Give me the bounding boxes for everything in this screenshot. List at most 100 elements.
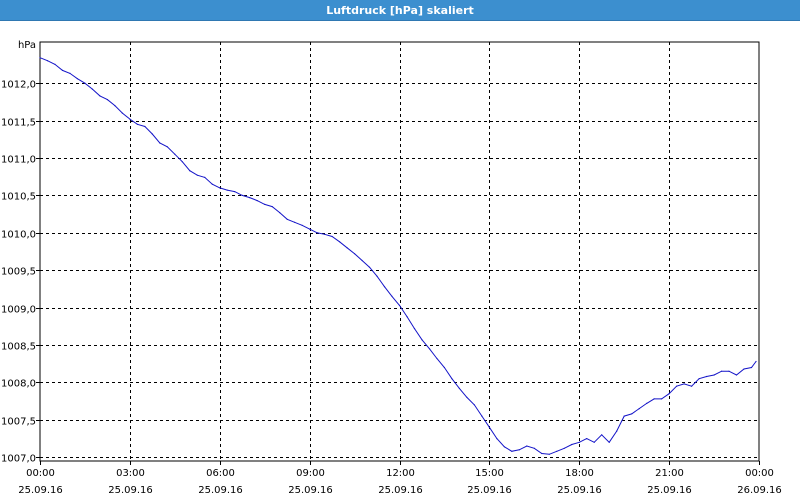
data-point	[346, 247, 348, 249]
x-tick-time: 21:00	[655, 468, 684, 479]
x-axis-labels: 00:00 25.09.16 03:00 25.09.16 06:00 25.09.16 0…	[18, 468, 782, 496]
data-point	[339, 241, 341, 243]
data-point	[428, 348, 431, 350]
data-point	[219, 187, 221, 189]
data-point	[473, 404, 475, 406]
grid	[40, 42, 759, 461]
data-point	[241, 194, 243, 196]
x-tick-date: 25.09.16	[378, 485, 423, 496]
data-point	[114, 105, 116, 107]
data-point	[496, 438, 498, 440]
x-tick-date: 25.09.16	[467, 485, 512, 496]
x-tick-date: 25.09.16	[647, 485, 692, 496]
data-point	[556, 450, 558, 452]
x-tick-time: 06:00	[206, 468, 235, 479]
x-tick-date: 25.09.16	[108, 485, 153, 496]
data-point	[249, 197, 251, 199]
data-point	[286, 218, 288, 220]
data-point	[578, 441, 580, 443]
data-point	[354, 253, 356, 255]
x-tick-date: 25.09.16	[288, 485, 333, 496]
data-point	[443, 366, 445, 369]
data-point	[548, 453, 550, 455]
data-point	[84, 82, 86, 84]
data-point	[533, 447, 535, 449]
data-point	[91, 88, 93, 90]
x-tick-time: 03:00	[116, 468, 145, 479]
data-point	[331, 235, 333, 238]
data-point	[481, 415, 483, 417]
data-point	[316, 232, 318, 234]
axes	[36, 41, 760, 465]
data-point	[691, 385, 693, 387]
x-tick-time: 00:00	[26, 468, 55, 479]
data-point	[735, 374, 738, 376]
data-point	[406, 316, 408, 318]
y-unit-label: hPa	[18, 40, 36, 51]
data-point	[458, 387, 460, 389]
data-point	[755, 360, 757, 363]
data-point	[601, 434, 603, 436]
data-point	[451, 378, 453, 380]
data-point	[511, 450, 513, 452]
data-point	[646, 402, 648, 404]
data-point	[368, 266, 371, 268]
y-tick-label: 1008,0	[1, 379, 36, 390]
data-point	[518, 449, 520, 451]
data-point	[54, 63, 56, 65]
y-tick-label: 1008,5	[1, 342, 36, 353]
data-point	[676, 385, 678, 387]
data-point	[631, 413, 633, 415]
data-point	[398, 304, 401, 306]
data-point	[586, 438, 588, 440]
data-point	[436, 357, 438, 360]
data-point	[46, 60, 49, 62]
data-point	[279, 212, 281, 214]
data-point	[256, 200, 258, 202]
pressure-chart: 1007,0 1007,5 1008,0 1008,5 1009,0 1009,5 1010…	[1, 40, 782, 496]
data-point	[608, 441, 610, 443]
data-point	[61, 69, 64, 71]
data-point	[264, 203, 266, 205]
data-point	[623, 415, 625, 417]
data-point	[713, 374, 715, 376]
pressure-line	[39, 57, 757, 455]
data-point	[706, 375, 708, 378]
data-point	[174, 153, 176, 155]
y-tick-label: 1009,0	[1, 305, 36, 316]
data-point	[99, 95, 101, 97]
x-tick-date: 25.09.16	[18, 485, 63, 496]
x-tick-date: 26.09.16	[737, 485, 782, 496]
y-tick-label: 1007,5	[1, 417, 36, 428]
data-point	[616, 430, 618, 432]
data-point	[189, 170, 191, 172]
data-point	[106, 99, 108, 101]
data-point	[571, 443, 573, 446]
data-point	[376, 275, 378, 277]
data-point	[211, 183, 213, 185]
data-point	[294, 221, 296, 223]
y-tick-label: 1007,0	[1, 454, 36, 465]
data-point	[683, 383, 685, 385]
x-tick-time: 18:00	[565, 468, 594, 479]
chart-title-bar: Luftdruck [hPa] skaliert	[0, 0, 800, 21]
data-point	[159, 142, 161, 144]
data-point	[593, 441, 595, 443]
data-point	[421, 339, 423, 341]
data-point	[121, 112, 123, 114]
data-point	[721, 370, 723, 372]
y-tick-label: 1012,0	[1, 80, 36, 91]
data-point	[69, 72, 71, 74]
data-point	[144, 125, 146, 128]
x-tick-date: 25.09.16	[557, 485, 602, 496]
data-point	[728, 370, 730, 372]
data-point	[653, 398, 655, 400]
data-point	[301, 224, 303, 226]
y-tick-label: 1011,0	[1, 155, 36, 166]
data-point	[181, 161, 183, 163]
x-tick-time: 00:00	[745, 468, 774, 479]
data-point	[526, 445, 528, 447]
y-tick-label: 1011,5	[1, 118, 36, 129]
data-point	[466, 396, 468, 398]
data-point	[361, 259, 363, 262]
